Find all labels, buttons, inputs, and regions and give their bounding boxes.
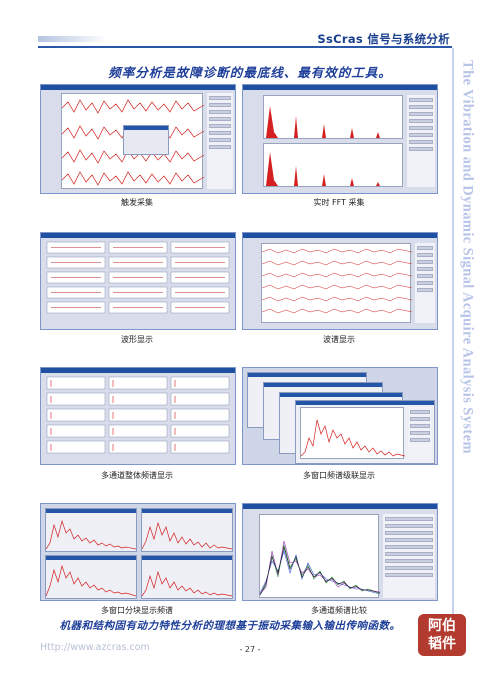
legend-list xyxy=(383,514,435,598)
caption-6: 多窗口频谱级联显示 xyxy=(303,471,375,480)
side-vertical-title: The Vibration and Dynamic Signal Acquire… xyxy=(459,60,476,454)
spectrum-stack xyxy=(261,243,413,323)
caption-1: 触发采集 xyxy=(121,198,153,207)
screenshot-trigger-acquisition xyxy=(40,84,236,194)
waveform-grid xyxy=(46,241,230,314)
screenshot-spectrum-comparison xyxy=(242,503,438,601)
comparison-plot xyxy=(259,514,381,598)
screenshot-realtime-fft xyxy=(242,84,438,194)
bottom-tagline: 机器和结构固有动力特性分析的理想基于振动采集输入输出传响函数。 xyxy=(59,620,401,632)
screenshot-multichannel-spectrum xyxy=(40,367,236,465)
side-readouts xyxy=(207,93,233,189)
fft-spectrum-bottom xyxy=(263,143,404,187)
trigger-dialog xyxy=(123,125,169,155)
screenshot-waveform-display xyxy=(40,232,236,330)
multichannel-grid xyxy=(46,376,230,454)
screenshot-spectrum-display xyxy=(242,232,438,330)
tile-window-1 xyxy=(45,508,137,552)
caption-4: 波谱显示 xyxy=(323,335,355,344)
caption-5: 多通道整体频谱显示 xyxy=(101,471,173,480)
caption-3: 波形显示 xyxy=(121,335,153,344)
caption-2: 实时 FFT 采集 xyxy=(313,198,365,207)
cascade-window-front xyxy=(295,400,435,464)
header-decoration xyxy=(38,36,108,42)
tile-window-2 xyxy=(141,508,233,552)
side-rule xyxy=(452,48,454,638)
header-title-rest: 信号与系统分析 xyxy=(367,32,450,46)
page-number: - 27 - xyxy=(239,645,261,654)
tile-window-4 xyxy=(141,555,233,599)
brand-stamp-logo: 阿伯 韬件 xyxy=(418,614,466,656)
footer-url: Http://www.azcras.com xyxy=(40,642,150,653)
fft-spectrum-top xyxy=(263,95,404,139)
tile-window-3 xyxy=(45,555,137,599)
header-rule xyxy=(38,46,452,48)
headline: 频率分析是故障诊断的最底线、最有效的工具。 xyxy=(108,65,392,80)
side-readouts xyxy=(407,95,435,187)
cascade-spectrum xyxy=(300,419,406,457)
screenshot-cascade-windows xyxy=(242,367,438,465)
header-title: SsCras 信号与系统分析 xyxy=(317,31,450,47)
header-brand: SsCras xyxy=(317,32,364,46)
screenshot-tiled-spectrum xyxy=(40,503,236,601)
caption-7: 多窗口分块显示频谱 xyxy=(101,606,173,615)
caption-8: 多通道频谱比较 xyxy=(311,606,367,615)
side-readouts xyxy=(415,243,435,323)
